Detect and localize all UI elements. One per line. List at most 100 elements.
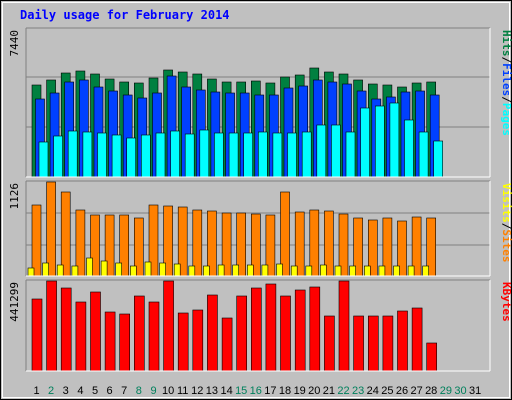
bar-pages-day-4 — [82, 131, 93, 178]
bar-pages-day-5 — [97, 132, 107, 178]
bar-visits-day-26 — [393, 265, 400, 277]
bar-visits-day-4 — [71, 265, 79, 277]
bar-kbytes-day-20 — [309, 286, 321, 372]
bar-pages-day-16 — [257, 131, 268, 178]
bar-kbytes-day-5 — [90, 291, 101, 372]
panel-kbytes: 441299 KBytes — [8, 279, 512, 372]
bar-kbytes-day-6 — [104, 311, 116, 372]
bar-kbytes-day-4 — [75, 301, 87, 372]
bar-pages-day-28 — [433, 140, 444, 178]
bar-kbytes-day-23 — [353, 315, 364, 372]
bar-pages-day-13 — [214, 132, 224, 178]
bar-visits-day-20 — [305, 265, 313, 277]
bar-pages-day-14 — [228, 132, 239, 178]
bar-pages-day-8 — [141, 134, 151, 178]
bar-visits-day-18 — [276, 263, 283, 277]
bar-visits-day-3 — [56, 264, 64, 277]
bar-kbytes-day-19 — [294, 289, 306, 372]
bar-visits-day-15 — [232, 264, 239, 277]
day-label-25: 25 — [381, 385, 393, 397]
legend-kbytes: KBytes — [500, 282, 512, 322]
bar-kbytes-day-8 — [134, 295, 145, 372]
bar-visits-day-6 — [100, 260, 108, 277]
day-label-20: 20 — [308, 385, 320, 397]
right-legend-label: Visits/Sites — [500, 183, 512, 263]
bar-pages-day-23 — [360, 107, 370, 178]
legend-separator: / — [500, 57, 512, 64]
bar-pages-day-9 — [155, 132, 166, 178]
bar-kbytes-day-11 — [177, 312, 189, 372]
bar-kbytes-day-7 — [119, 313, 130, 372]
bar-visits-day-7 — [115, 262, 122, 277]
bar-pages-day-6 — [111, 134, 122, 178]
series-sites — [31, 181, 437, 277]
bar-visits-day-17 — [261, 264, 269, 277]
legend-sites: Sites — [500, 229, 512, 262]
right-legend-label: Hits/Files/Pages — [500, 30, 512, 136]
bar-visits-day-19 — [290, 265, 298, 277]
day-label-30: 30 — [454, 385, 466, 397]
bar-kbytes-day-28 — [426, 342, 438, 372]
bar-kbytes-day-21 — [324, 315, 335, 372]
day-label-28: 28 — [425, 385, 437, 397]
day-label-5: 5 — [92, 385, 98, 397]
bar-pages-day-21 — [331, 124, 341, 178]
bar-pages-day-10 — [170, 130, 180, 178]
bar-pages-day-24 — [374, 105, 385, 178]
bar-pages-day-2 — [53, 135, 63, 178]
bar-sites-day-2 — [46, 181, 56, 277]
chart-title: Daily usage for February 2014 — [20, 8, 230, 22]
legend-separator: / — [500, 223, 512, 230]
bar-pages-day-22 — [345, 131, 356, 178]
bar-kbytes-day-17 — [265, 283, 277, 372]
right-legend-label: KBytes — [500, 282, 512, 322]
bar-visits-day-16 — [247, 264, 254, 277]
bar-kbytes-day-27 — [411, 307, 423, 372]
bar-kbytes-day-16 — [251, 287, 262, 372]
bar-sites-day-3 — [60, 191, 71, 277]
series-kbytes — [31, 280, 438, 372]
bar-pages-day-17 — [272, 132, 283, 178]
bar-pages-day-26 — [404, 119, 414, 178]
bar-pages-day-7 — [126, 137, 136, 178]
bar-visits-day-2 — [42, 262, 49, 277]
bar-kbytes-day-10 — [163, 280, 174, 372]
bar-visits-day-14 — [217, 264, 225, 277]
day-label-2: 2 — [48, 385, 54, 397]
bar-pages-day-27 — [418, 131, 429, 178]
day-label-9: 9 — [150, 385, 156, 397]
bar-kbytes-day-24 — [367, 315, 379, 372]
bar-kbytes-day-22 — [338, 280, 350, 372]
day-label-7: 7 — [121, 385, 127, 397]
day-label-24: 24 — [367, 385, 379, 397]
bar-visits-day-24 — [363, 265, 371, 277]
bar-sites-day-1 — [31, 204, 42, 277]
bar-visits-day-9 — [144, 261, 152, 277]
bar-kbytes-day-15 — [236, 295, 247, 372]
bar-visits-day-5 — [86, 257, 93, 277]
day-label-12: 12 — [191, 385, 203, 397]
day-label-4: 4 — [77, 385, 83, 397]
day-label-1: 1 — [33, 385, 39, 397]
bar-kbytes-day-26 — [397, 310, 408, 372]
day-label-6: 6 — [107, 385, 113, 397]
bar-pages-day-3 — [67, 130, 78, 178]
bar-pages-day-1 — [38, 141, 49, 178]
bar-visits-day-1 — [27, 267, 35, 277]
bar-kbytes-day-25 — [382, 315, 394, 372]
bar-visits-day-13 — [203, 265, 210, 277]
bar-kbytes-day-9 — [148, 301, 160, 372]
bar-visits-day-10 — [159, 262, 166, 277]
day-label-14: 14 — [220, 385, 232, 397]
day-label-29: 29 — [440, 385, 452, 397]
bar-kbytes-day-13 — [207, 294, 218, 372]
bar-sites-day-18 — [280, 191, 290, 277]
bar-pages-day-19 — [301, 131, 312, 178]
day-label-17: 17 — [264, 385, 276, 397]
day-label-27: 27 — [410, 385, 422, 397]
bar-pages-day-15 — [243, 132, 253, 178]
bar-kbytes-day-1 — [31, 298, 43, 372]
day-label-15: 15 — [235, 385, 247, 397]
